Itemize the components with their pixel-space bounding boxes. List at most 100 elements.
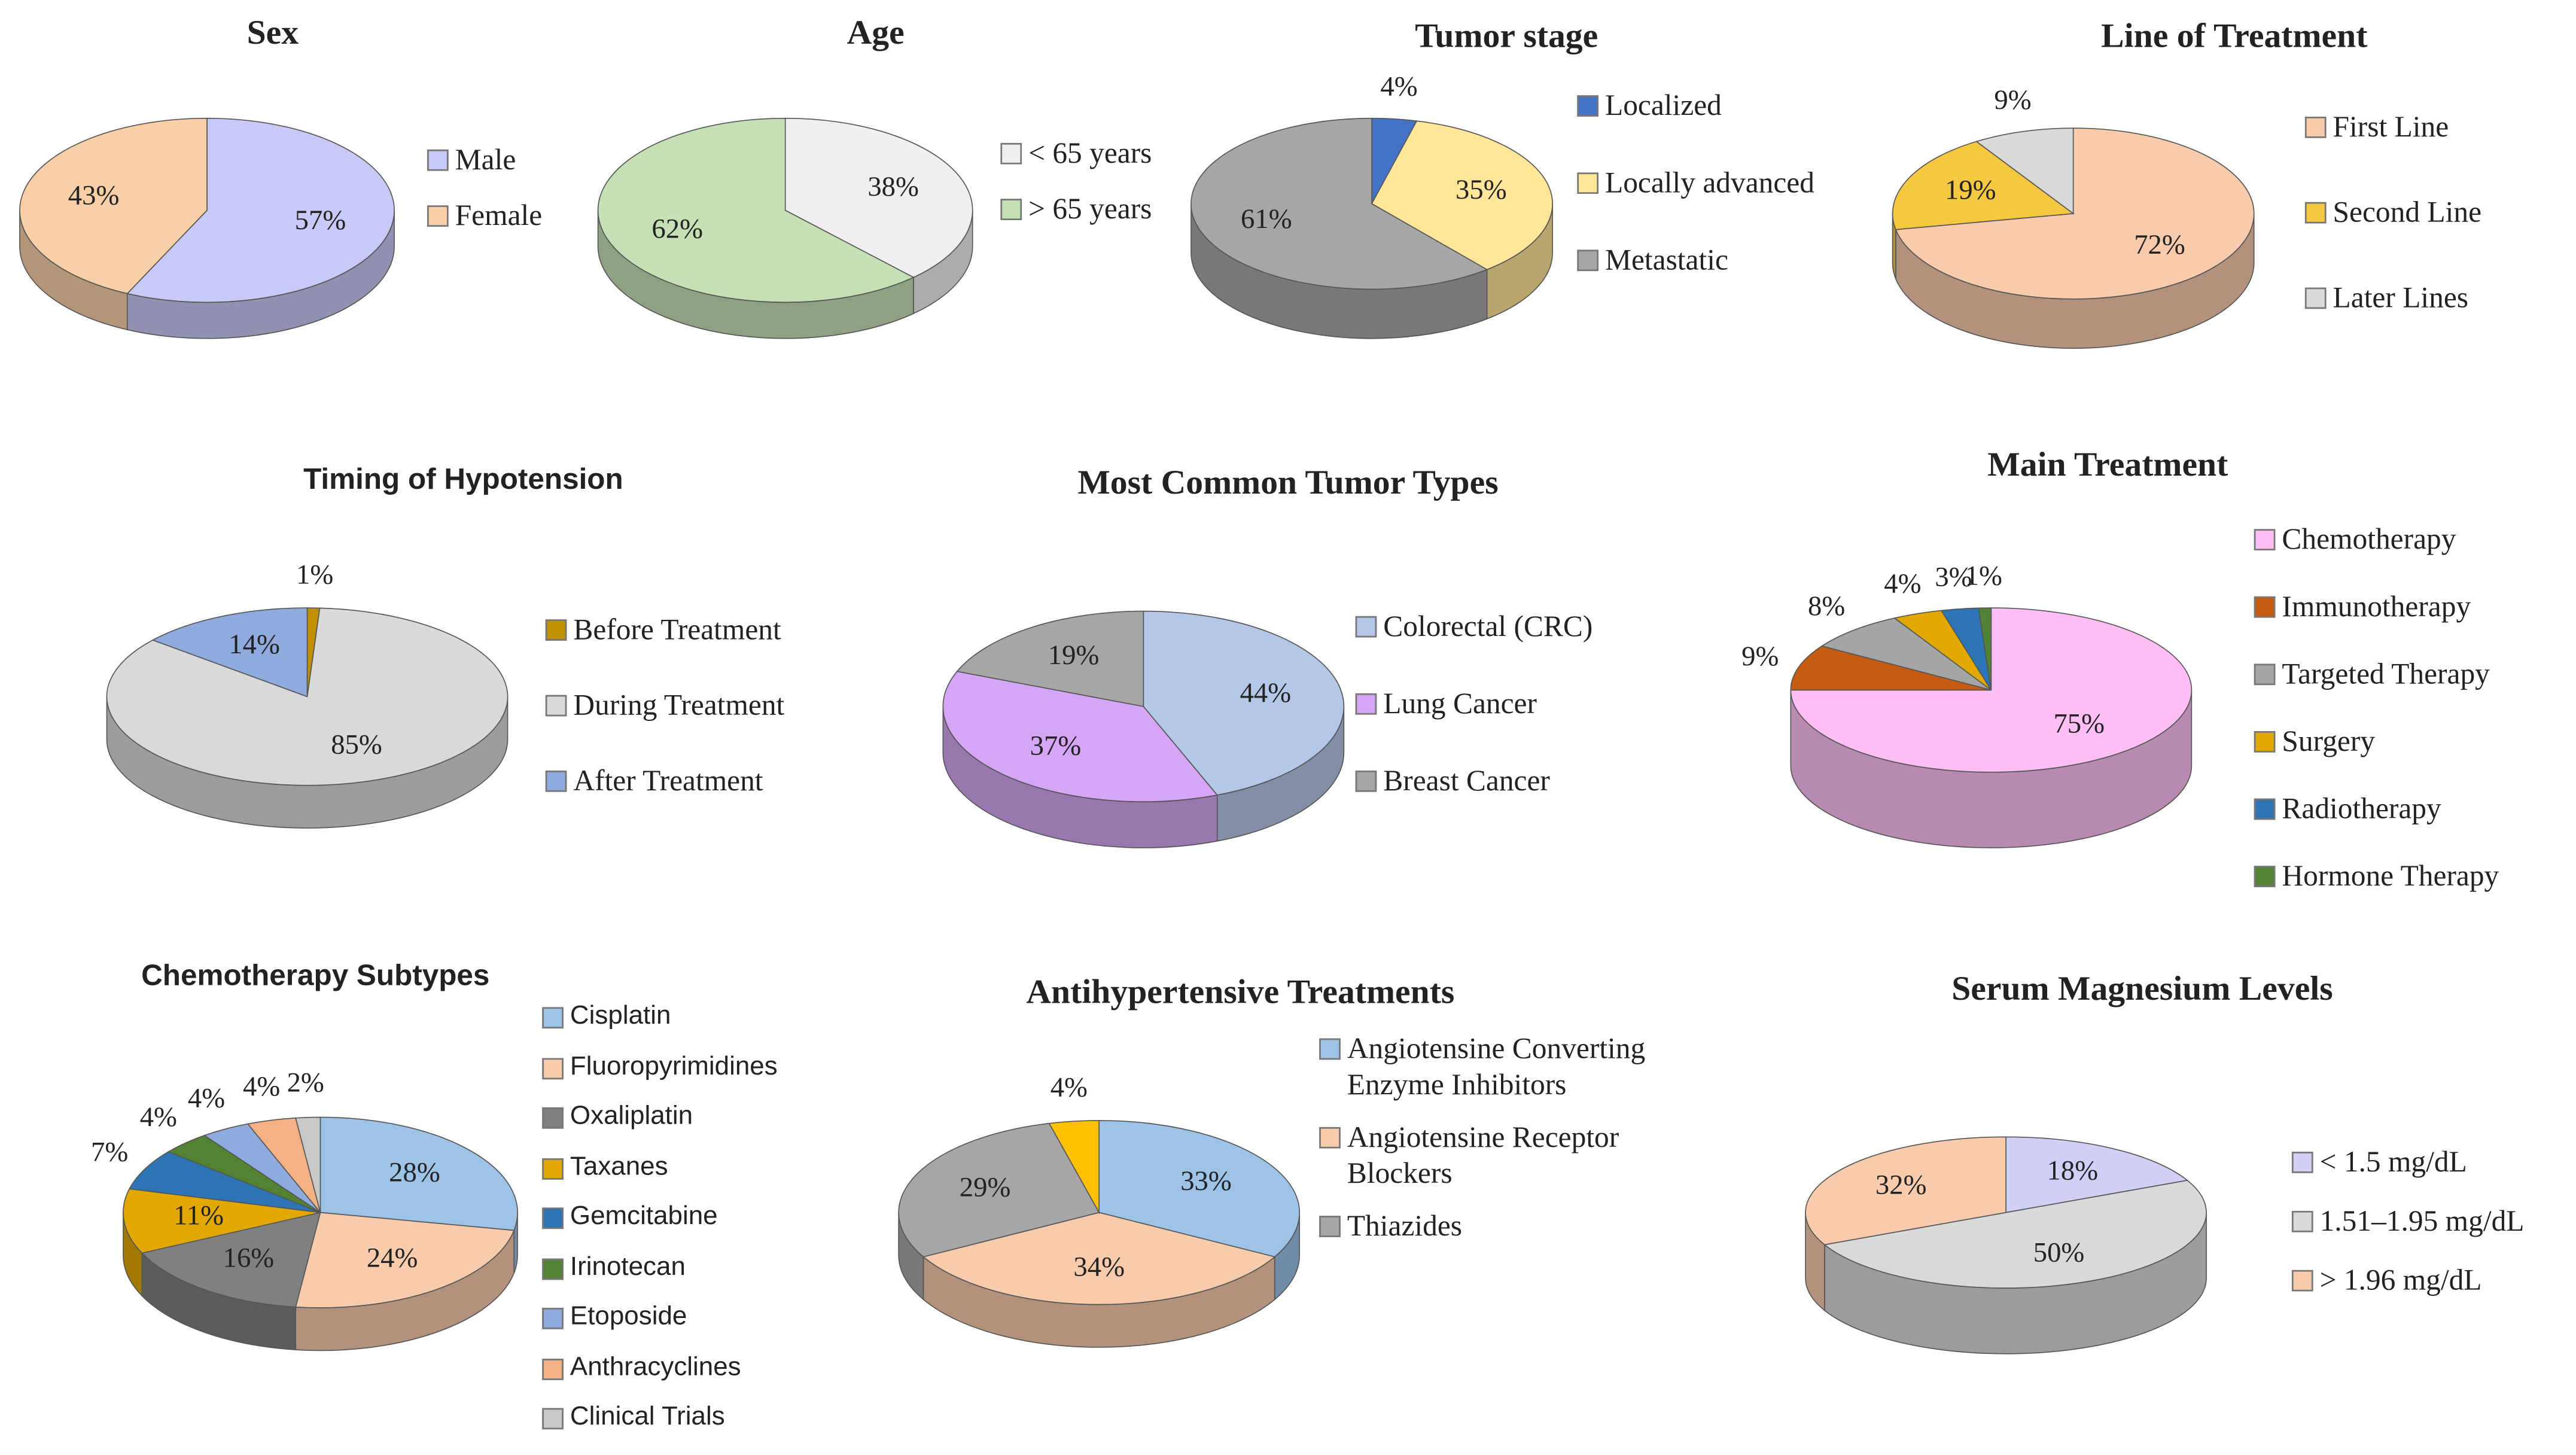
legend-entry: 1.51–1.95 mg/dL (2291, 1203, 2525, 1238)
legend-label: Chemotherapy (2282, 522, 2456, 556)
legend-label: Immunotherapy (2282, 589, 2471, 623)
legend-swatch (2291, 1210, 2313, 1232)
data-label: 35% (1456, 174, 1507, 205)
slice (1048, 1120, 1100, 1214)
legend-entry: Gemcitabine (542, 1200, 777, 1235)
slice (1790, 645, 1992, 691)
legend-swatch (545, 770, 567, 792)
legend-entry: Oxaliplatin (542, 1099, 777, 1135)
data-label: 75% (2053, 708, 2105, 739)
legend-label: Breast Cancer (1383, 763, 1550, 797)
data-label: 57% (295, 205, 346, 236)
legend-label: Lung Cancer (1383, 686, 1537, 720)
slice (123, 1188, 321, 1254)
data-label: 32% (1875, 1169, 1927, 1200)
chart-title: Age (847, 12, 905, 52)
legend-swatch (542, 1007, 564, 1029)
slice (1895, 127, 2255, 300)
legend-swatch (2291, 1152, 2313, 1173)
data-label: 62% (651, 213, 703, 244)
legend-entry: Etoposide (542, 1299, 777, 1335)
legend-swatch (1319, 1216, 1341, 1237)
slice (319, 1116, 518, 1231)
slice (1975, 127, 2074, 215)
legend-label: Male (455, 142, 516, 176)
legend-swatch (542, 1408, 564, 1430)
legend-swatch (1000, 142, 1022, 165)
chart-title: Sex (246, 12, 299, 52)
legend-swatch (2254, 663, 2276, 686)
legend-label: < 1.5 mg/dL (2319, 1145, 2467, 1179)
legend-entry: During Treatment (545, 687, 784, 723)
data-label: 50% (2033, 1237, 2085, 1268)
legend-label: Localized (1605, 89, 1722, 122)
legend-label: Gemcitabine (570, 1203, 718, 1231)
data-label: 61% (1241, 203, 1292, 235)
legend-label: After Treatment (573, 763, 763, 797)
data-label: 43% (68, 179, 120, 211)
data-label: 4% (1051, 1072, 1088, 1103)
legend-swatch (1577, 95, 1599, 117)
legend-swatch (2304, 116, 2327, 138)
legend-label: > 65 years (1028, 192, 1152, 226)
legend-label: 1.51–1.95 mg/dL (2319, 1204, 2525, 1237)
data-label: 1% (1965, 560, 2002, 591)
legend-entry: < 65 years (1000, 135, 1152, 171)
legend-swatch (2304, 287, 2327, 309)
chart-title: Main Treatment (1987, 444, 2228, 484)
data-label: 4% (188, 1083, 225, 1114)
data-label: 4% (140, 1101, 177, 1133)
legend-entry: Later Lines (2304, 279, 2481, 315)
legend-entry: Cisplatin (542, 999, 777, 1035)
data-label: 19% (1945, 175, 1996, 206)
legend-label: Angiotensine Converting Enzyme Inhibitor… (1347, 1031, 1646, 1101)
legend: Angiotensine Converting Enzyme Inhibitor… (1319, 1030, 1648, 1244)
legend-entry: Metastatic (1577, 242, 1814, 278)
legend-label: Thiazides (1347, 1209, 1463, 1243)
slice (898, 1122, 1100, 1258)
data-label: 9% (1994, 84, 2031, 115)
data-label: 4% (1884, 568, 1921, 599)
legend-swatch (2254, 866, 2276, 887)
legend-entry: First Line (2304, 108, 2481, 144)
legend-entry: After Treatment (545, 762, 785, 798)
slice (126, 117, 395, 303)
legend-label: Hormone Therapy (2282, 859, 2499, 893)
data-label: 37% (1030, 730, 1082, 761)
chart-title: Chemotherapy Subtypes (141, 958, 490, 992)
legend-label: Surgery (2282, 725, 2376, 757)
legend-label: Second Line (2333, 195, 2482, 229)
legend: < 1.5 mg/dL 1.51–1.95 mg/dL > 1.96 mg/dL (2291, 1143, 2525, 1298)
legend-swatch (545, 695, 567, 717)
legend-label: Locally advanced (1605, 166, 1814, 199)
legend-swatch (2304, 202, 2327, 224)
legend-swatch (542, 1157, 564, 1179)
legend-swatch (2254, 798, 2276, 820)
legend-swatch (542, 1357, 564, 1380)
data-label: 4% (243, 1071, 280, 1102)
legend-swatch (1355, 616, 1377, 638)
data-label: 24% (367, 1242, 418, 1273)
data-label: 33% (1180, 1165, 1232, 1197)
slice (1143, 610, 1345, 796)
slice (1371, 120, 1553, 270)
legend-entry: Taxanes (542, 1149, 777, 1185)
slice (151, 607, 308, 698)
data-label: 38% (867, 171, 919, 202)
legend-swatch (2254, 529, 2276, 550)
slice (295, 1116, 321, 1213)
legend: Colorectal (CRC) Lung Cancer Breast Cancer (1355, 608, 1593, 799)
legend: Chemotherapy Immunotherapy Targeted Therap… (2254, 521, 2499, 894)
legend-label: > 1.96 mg/dL (2319, 1263, 2482, 1296)
slice (1823, 1180, 2207, 1289)
data-label: 34% (1073, 1252, 1125, 1283)
legend-entry: Angiotensine Receptor Blockers (1319, 1119, 1648, 1191)
legend: Localized Locally advanced Metastatic (1577, 87, 1814, 278)
legend-entry: Male (427, 141, 542, 177)
legend-entry: Before Treatment (545, 611, 785, 647)
legend-entry: Targeted Therapy (2254, 656, 2499, 692)
chart-title: Line of Treatment (2101, 16, 2368, 55)
legend-swatch (542, 1107, 564, 1129)
